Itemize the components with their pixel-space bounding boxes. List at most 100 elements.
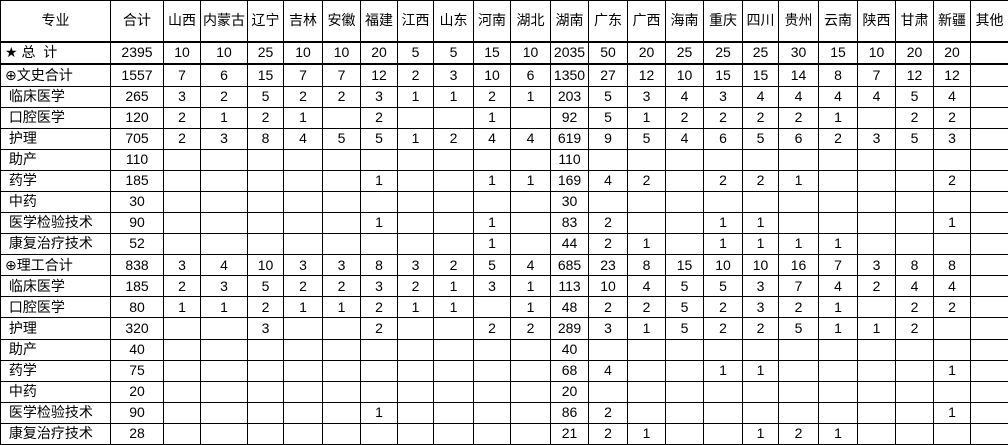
table-cell: 2 — [933, 169, 971, 192]
table-cell — [397, 317, 434, 340]
table-cell — [970, 169, 1008, 192]
table-cell: 4 — [818, 275, 858, 298]
table-cell — [200, 190, 248, 214]
table-cell: 92 — [550, 106, 589, 129]
table-cell: 2 — [588, 422, 628, 445]
table-cell: 44 — [550, 233, 589, 256]
table-cell: 2 — [322, 275, 361, 298]
table-cell: 8 — [627, 254, 666, 277]
table-cell — [970, 296, 1008, 319]
table-cell: 1 — [510, 169, 551, 192]
table-cell — [433, 338, 474, 361]
table-cell: 90 — [110, 212, 164, 235]
column-header: 甘肃 — [895, 0, 934, 43]
table-cell — [665, 422, 704, 445]
table-body: ★ 总 计 2395 10 10 25 10 10 20 5 5 15 10 2035 50 20 25 25 2… — [0, 41, 1008, 445]
column-header: 海南 — [665, 0, 704, 43]
table-cell — [627, 380, 666, 403]
table-cell: 4 — [778, 85, 819, 108]
table-cell — [857, 212, 896, 235]
table-cell — [163, 338, 201, 361]
table-cell: 2 — [895, 317, 934, 340]
table-cell: 2 — [473, 317, 511, 340]
table-cell: 3 — [360, 85, 398, 108]
table-cell — [627, 401, 666, 424]
row-label: ⊕理工合计 — [0, 254, 111, 277]
table-cell — [510, 212, 551, 235]
table-cell: 113 — [550, 275, 589, 298]
table-cell — [703, 380, 743, 403]
table-cell — [433, 148, 474, 171]
table-cell: 4 — [665, 85, 704, 108]
table-cell — [818, 169, 858, 192]
table-cell — [857, 106, 896, 129]
table-cell — [778, 190, 819, 214]
table-cell: 1 — [200, 296, 248, 319]
table-cell: 10 — [857, 41, 896, 66]
table-cell: 1 — [742, 212, 779, 235]
table-cell — [397, 212, 434, 235]
table-cell — [665, 338, 704, 361]
table-cell: 2 — [703, 296, 743, 319]
table-cell — [163, 169, 201, 192]
column-header: 内蒙古 — [200, 0, 248, 43]
table-cell: 1 — [742, 359, 779, 382]
table-cell: 2 — [588, 233, 628, 256]
table-cell: 2 — [247, 106, 284, 129]
table-cell — [970, 85, 1008, 108]
table-cell — [970, 317, 1008, 340]
table-cell: 10 — [665, 63, 704, 87]
row-label: 康复治疗技术 — [0, 233, 111, 256]
table-cell: 110 — [550, 148, 589, 171]
table-cell: 20 — [110, 380, 164, 403]
table-cell — [510, 148, 551, 171]
table-cell — [200, 317, 248, 340]
table-cell — [970, 148, 1008, 171]
table-cell — [397, 148, 434, 171]
table-cell — [970, 359, 1008, 382]
table-row: 临床医学 185 2 3 5 2 2 3 2 1 3 1 113 10 4 5 5 3 7 4 2 4 4 — [0, 275, 1008, 298]
table-cell — [970, 380, 1008, 403]
table-cell — [857, 190, 896, 214]
table-row: ★ 总 计 2395 10 10 25 10 10 20 5 5 15 10 2035 50 20 25 25 2… — [0, 41, 1008, 66]
table-cell — [433, 359, 474, 382]
column-header: 湖北 — [510, 0, 551, 43]
table-cell: 10 — [247, 254, 284, 277]
table-cell — [283, 233, 323, 256]
table-row: 中药 30 30 — [0, 190, 1008, 214]
table-cell: 4 — [473, 127, 511, 150]
table-cell: 5 — [665, 296, 704, 319]
table-row: 口腔医学 80 1 1 2 1 1 2 1 1 1 48 2 2 5 2 3 2 1 2 2 — [0, 296, 1008, 319]
table-cell — [283, 380, 323, 403]
table-cell: 3 — [163, 85, 201, 108]
table-cell: 4 — [510, 127, 551, 150]
table-cell — [283, 317, 323, 340]
table-cell — [322, 190, 361, 214]
table-cell — [665, 169, 704, 192]
table-cell: 7 — [857, 63, 896, 87]
table-cell: 12 — [360, 63, 398, 87]
table-cell: 12 — [627, 63, 666, 87]
table-cell: 2 — [818, 127, 858, 150]
table-cell — [322, 212, 361, 235]
column-header: 贵州 — [778, 0, 819, 43]
table-cell — [322, 148, 361, 171]
table-cell: 1 — [510, 275, 551, 298]
column-header: 辽宁 — [247, 0, 284, 43]
table-cell: 5 — [895, 127, 934, 150]
table-cell: 27 — [588, 63, 628, 87]
table-cell: 1 — [818, 106, 858, 129]
table-cell: 3 — [397, 254, 434, 277]
table-row: 药学 185 1 1 1 169 4 2 2 2 1 2 — [0, 169, 1008, 192]
row-label: 护理 — [0, 317, 111, 340]
table-cell: 3 — [200, 275, 248, 298]
table-cell: 75 — [110, 359, 164, 382]
table-cell: 2 — [360, 317, 398, 340]
table-cell: 1 — [703, 359, 743, 382]
table-cell — [247, 233, 284, 256]
table-cell: 10 — [200, 41, 248, 66]
table-cell — [627, 148, 666, 171]
table-cell: 1 — [360, 212, 398, 235]
table-cell: 7 — [778, 275, 819, 298]
table-cell — [857, 296, 896, 319]
